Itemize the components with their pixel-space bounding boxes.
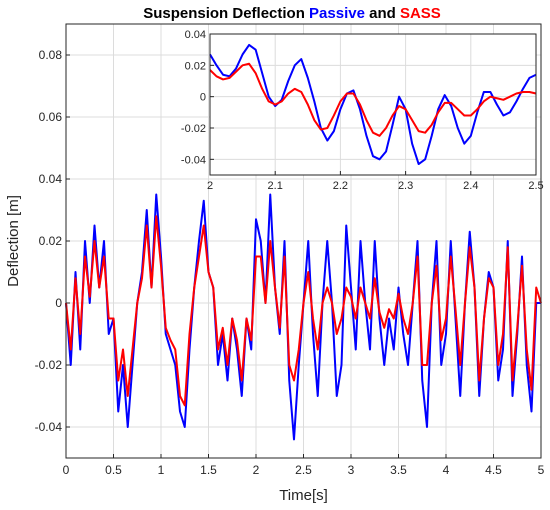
main-x-tick-label: 1.5 xyxy=(200,463,217,477)
main-y-tick-label: -0.04 xyxy=(35,420,63,434)
inset-x-tick-label: 2 xyxy=(207,180,213,192)
main-y-tick-labels: -0.04 -0.02 0 0.02 0.04 0.06 0.08 xyxy=(35,48,63,434)
title-part-1: Passive xyxy=(309,5,365,22)
main-y-tick-label: 0 xyxy=(55,296,62,310)
main-series-red-line xyxy=(65,215,542,407)
main-y-tick-label: 0.02 xyxy=(39,234,63,248)
main-x-tick-label: 3.5 xyxy=(390,463,407,477)
x-axis-label: Time[s] xyxy=(279,487,328,504)
inset-y-tick-labels: -0.04 -0.02 0 0.02 0.04 xyxy=(181,29,206,166)
main-x-tick-label: 0 xyxy=(63,463,70,477)
inset-x-tick-label: 2.5 xyxy=(528,180,543,192)
title-part-2: and xyxy=(365,5,400,22)
main-y-tick-label: 0.08 xyxy=(39,48,63,62)
inset-y-tick-label: 0.04 xyxy=(185,29,206,41)
title-part-0: Suspension Deflection xyxy=(143,5,309,22)
inset-y-tick-label: -0.04 xyxy=(181,154,206,166)
inset-x-tick-labels: 2 2.1 2.2 2.3 2.4 2.5 xyxy=(207,180,544,192)
inset-x-tick-label: 2.2 xyxy=(333,180,348,192)
inset-series-blue-line xyxy=(209,43,537,166)
y-axis-label: Deflection [m] xyxy=(5,195,22,287)
main-axes-frame xyxy=(65,23,542,459)
main-x-tick-label: 1 xyxy=(158,463,165,477)
main-x-tick-label: 2 xyxy=(253,463,260,477)
main-y-tick-label: 0.04 xyxy=(39,172,63,186)
main-y-tick-label: -0.02 xyxy=(35,358,63,372)
title-part-3: SASS xyxy=(400,5,441,22)
main-x-tick-label: 3 xyxy=(348,463,355,477)
main-y-tick-label: 0.06 xyxy=(39,110,63,124)
main-x-tick-labels: 0 0.5 1 1.5 2 2.5 3 3.5 4 4.5 5 xyxy=(63,463,545,477)
inset-y-tick-label: 0.02 xyxy=(185,60,206,72)
inset-x-tick-label: 2.4 xyxy=(463,180,478,192)
main-x-tick-label: 0.5 xyxy=(105,463,122,477)
inset-axes: 2 2.1 2.2 2.3 2.4 2.5 -0.04 -0.02 0 0.02 0.04 xyxy=(181,29,544,192)
main-x-tick-label: 2.5 xyxy=(295,463,312,477)
inset-x-tick-label: 2.3 xyxy=(398,180,413,192)
chart-title: Suspension Deflection Passive and SASS xyxy=(143,5,441,22)
inset-x-tick-label: 2.1 xyxy=(268,180,283,192)
inset-y-tick-label: -0.02 xyxy=(181,123,206,135)
main-x-tick-label: 4 xyxy=(443,463,450,477)
main-x-tick-label: 5 xyxy=(538,463,545,477)
main-series-group xyxy=(65,193,542,441)
inset-y-tick-label: 0 xyxy=(200,92,206,104)
inset-series-group xyxy=(209,43,537,166)
inset-axes-frame xyxy=(209,33,537,176)
inset-series-red-line xyxy=(209,62,537,137)
main-x-tick-label: 4.5 xyxy=(485,463,502,477)
